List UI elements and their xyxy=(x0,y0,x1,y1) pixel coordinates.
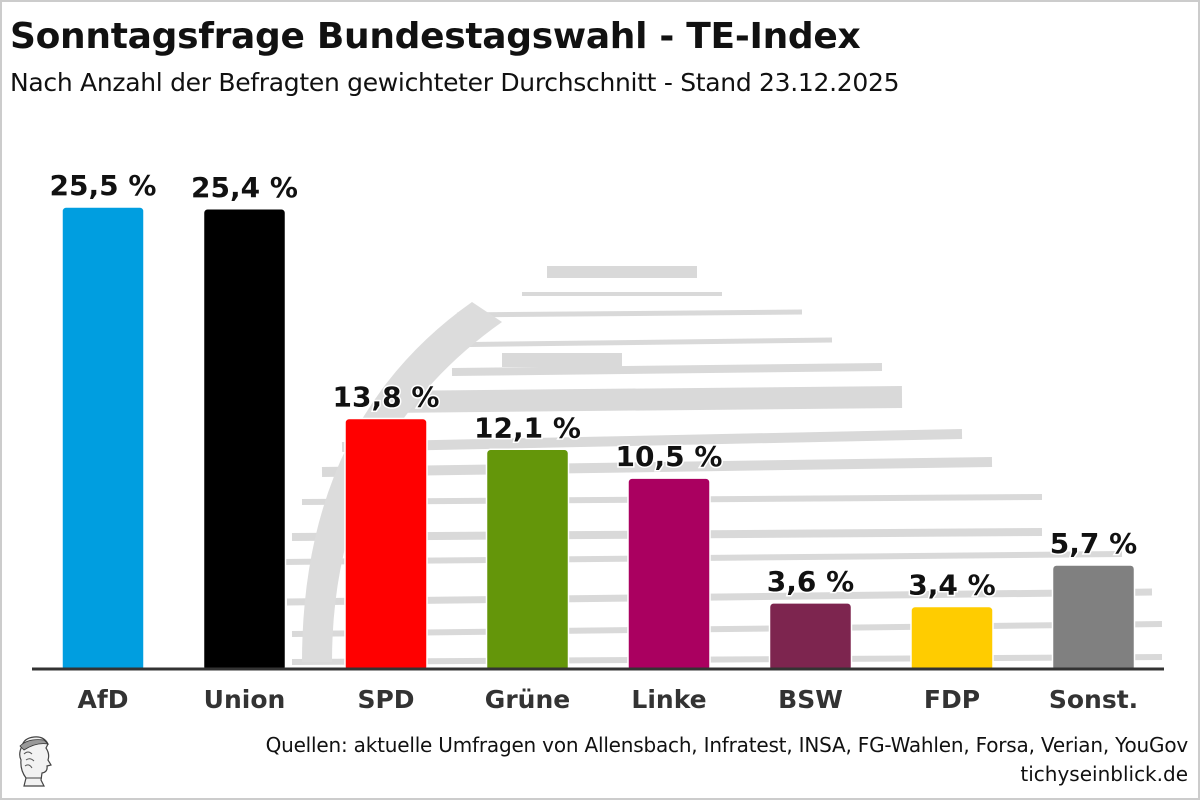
chart-subtitle: Nach Anzahl der Befragten gewichteter Du… xyxy=(10,68,900,97)
watermark-stripe xyxy=(321,457,993,477)
watermark-stripe xyxy=(451,363,883,376)
bar-linke xyxy=(627,477,711,672)
sources-note: Quellen: aktuelle Umfragen von Allensbac… xyxy=(265,733,1189,757)
value-labels-group: 25,5 % 25,4 % 13,8 % 12,1 % 10,5 % 3,6 % 3,4 %… xyxy=(48,168,1139,604)
value-label: 25,4 % xyxy=(191,171,298,204)
watermark-stripe xyxy=(291,621,1163,637)
bar-spd xyxy=(344,417,428,672)
category-labels-group: AfD Union SPD Grüne Linke BSW FDP Sonst. xyxy=(78,685,1139,714)
watermark-stripe xyxy=(286,588,1153,606)
category-label: BSW xyxy=(778,685,843,714)
category-label: Linke xyxy=(631,685,706,714)
value-label: 3,6 % xyxy=(767,565,854,598)
watermark-stripe xyxy=(381,386,903,413)
value-label: 5,7 % xyxy=(1050,527,1137,560)
site-credit: tichyseinblick.de xyxy=(1020,762,1188,786)
bar-gr-ne xyxy=(485,448,570,672)
bar-union xyxy=(202,208,287,672)
bars-group xyxy=(61,206,1136,672)
watermark-stripe xyxy=(456,309,803,318)
hermes-head-logo-icon xyxy=(19,736,52,787)
bar-fdp xyxy=(910,605,994,672)
category-label: FDP xyxy=(924,685,980,714)
category-label: AfD xyxy=(78,685,129,714)
value-label: 10,5 % xyxy=(616,440,723,473)
bar-bsw xyxy=(768,602,853,672)
value-label: 25,5 % xyxy=(50,169,157,202)
watermark-stripe xyxy=(291,654,1163,665)
watermark-stripe xyxy=(431,337,833,348)
watermark-stripe xyxy=(341,429,963,452)
category-label: Union xyxy=(204,685,286,714)
value-label: 12,1 % xyxy=(474,411,581,444)
value-label: 13,8 % xyxy=(333,381,440,414)
chart-title: Sonntagsfrage Bundestagswahl - TE-Index xyxy=(10,16,861,57)
category-label: Grüne xyxy=(485,685,570,714)
bar-sonst xyxy=(1051,564,1136,672)
bar-afd xyxy=(61,206,145,672)
category-label: SPD xyxy=(357,685,414,714)
category-label: Sonst. xyxy=(1049,685,1138,714)
value-label: 3,4 % xyxy=(908,569,995,602)
watermark-dome-arc xyxy=(302,302,502,662)
